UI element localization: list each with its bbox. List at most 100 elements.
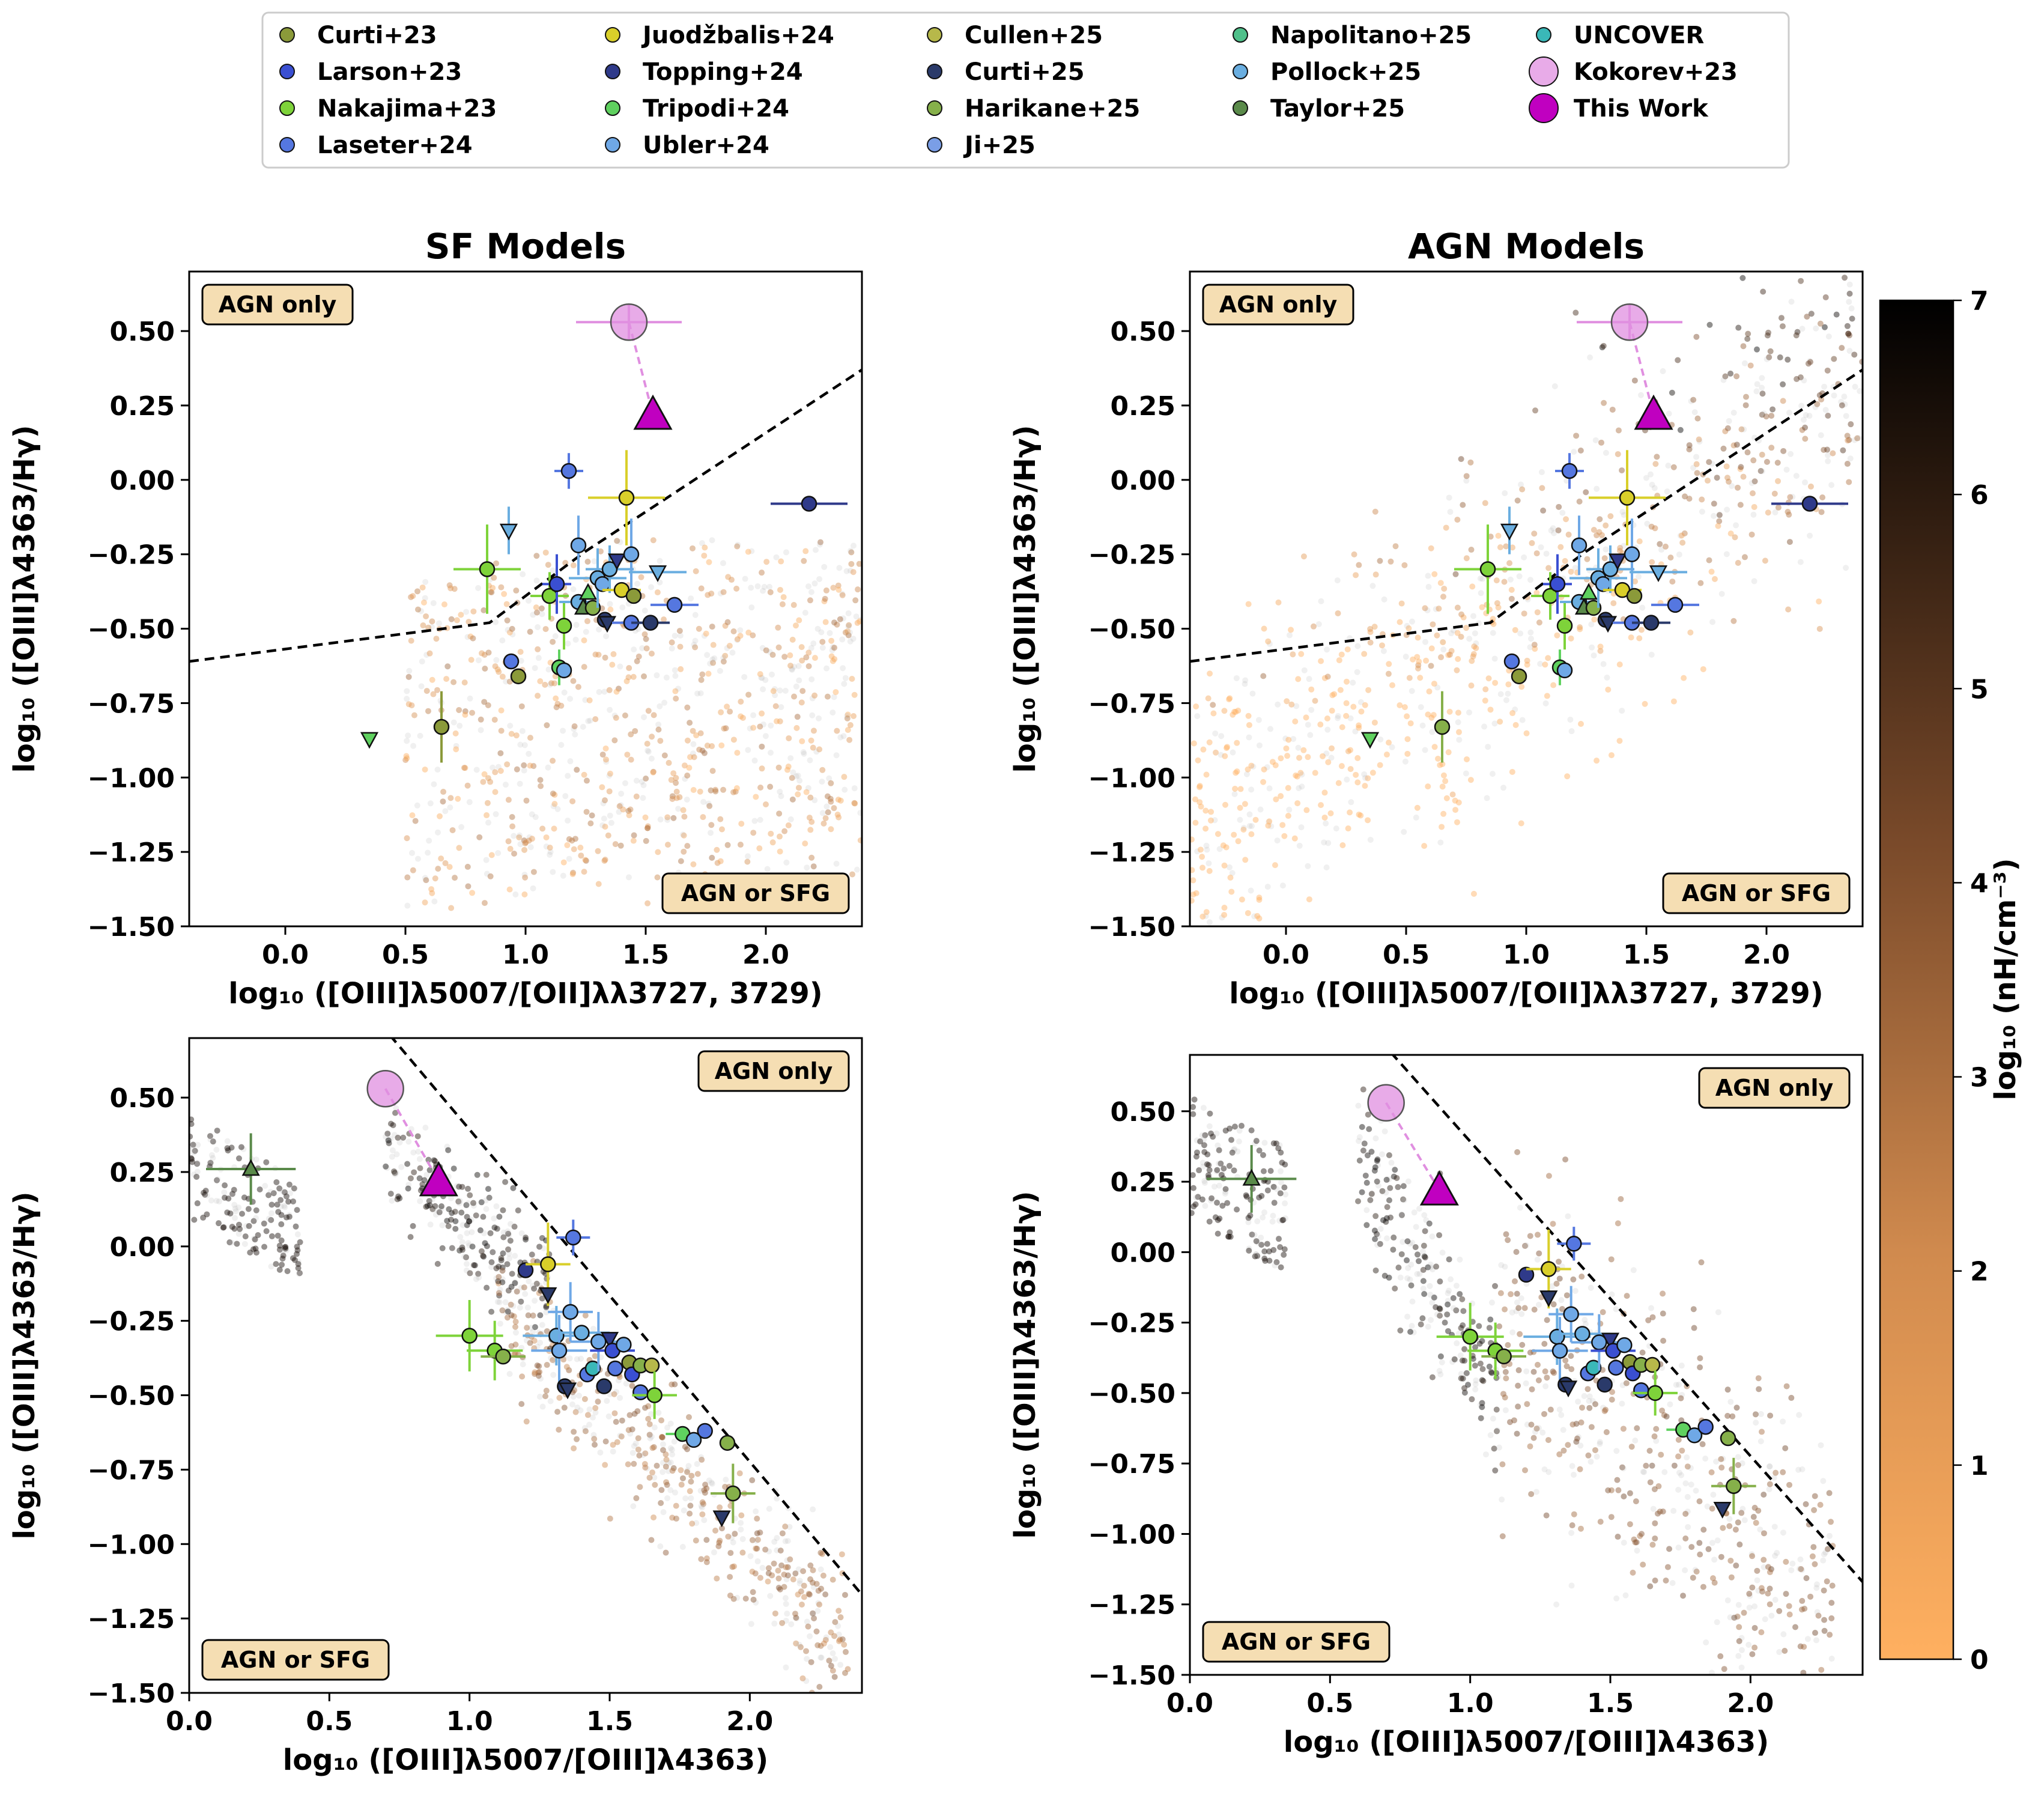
model-point <box>1514 1149 1521 1155</box>
model-point <box>406 667 413 674</box>
model-point <box>1658 547 1665 553</box>
model-point <box>429 890 435 896</box>
model-point <box>201 1189 207 1196</box>
marker-circle <box>548 1328 565 1344</box>
model-point <box>1825 452 1831 458</box>
model-point <box>759 1564 766 1571</box>
model-point <box>737 627 744 634</box>
model-point <box>597 548 604 554</box>
model-point <box>809 1579 816 1586</box>
model-point <box>1514 1299 1520 1306</box>
model-point <box>207 1159 214 1166</box>
model-point <box>807 1576 814 1582</box>
model-point <box>595 848 601 854</box>
model-point <box>521 891 528 898</box>
model-point <box>1688 1481 1694 1488</box>
model-point <box>1609 1291 1615 1298</box>
model-point <box>1246 822 1253 829</box>
model-point <box>1700 666 1706 672</box>
model-point <box>1840 447 1846 454</box>
model-point <box>498 707 505 714</box>
marker-circle <box>596 1378 612 1394</box>
model-point <box>1727 1399 1734 1405</box>
model-point <box>1485 744 1491 750</box>
model-point <box>1481 723 1488 730</box>
model-point <box>456 706 462 713</box>
model-point <box>1421 1253 1428 1260</box>
model-point <box>777 848 783 855</box>
model-point <box>545 666 552 673</box>
observed-points <box>360 450 848 763</box>
model-point <box>738 713 744 720</box>
model-point <box>1205 695 1212 702</box>
model-point <box>709 537 715 544</box>
marker-circle <box>719 1435 736 1451</box>
model-point <box>1648 1305 1654 1311</box>
model-point <box>776 833 783 840</box>
model-point <box>1741 1517 1748 1523</box>
model-point <box>711 655 718 661</box>
model-point <box>681 1507 687 1514</box>
model-point <box>678 858 684 864</box>
model-point <box>1294 773 1300 780</box>
model-point <box>1421 1212 1428 1218</box>
model-point <box>1499 1461 1506 1468</box>
model-point <box>793 724 800 731</box>
model-point <box>250 1218 257 1224</box>
model-point <box>461 1253 468 1260</box>
model-point <box>1524 596 1531 603</box>
model-point <box>1242 677 1249 684</box>
model-point <box>506 1255 513 1262</box>
model-point <box>817 1566 824 1573</box>
model-point <box>444 1218 450 1224</box>
model-point <box>670 1465 677 1471</box>
model-point <box>445 1222 452 1229</box>
model-point <box>817 1642 824 1649</box>
model-point <box>1401 704 1408 711</box>
model-point <box>1231 708 1238 715</box>
model-point <box>1236 1128 1243 1134</box>
model-point <box>661 752 668 759</box>
data-point <box>553 1325 610 1341</box>
model-point <box>1767 1481 1773 1487</box>
model-point <box>775 1567 781 1574</box>
y-tick-label: −1.25 <box>1088 837 1175 868</box>
model-point <box>1261 1248 1268 1255</box>
data-point <box>1598 616 1618 633</box>
model-point <box>1661 1469 1668 1475</box>
model-point <box>829 1650 836 1657</box>
model-point <box>444 1143 450 1150</box>
model-point <box>765 1565 772 1572</box>
model-point <box>213 1197 220 1204</box>
model-point <box>1190 1203 1197 1210</box>
model-point <box>226 1239 233 1246</box>
model-point <box>484 812 490 819</box>
data-point <box>453 524 521 614</box>
model-point <box>1463 756 1470 762</box>
model-point <box>822 619 829 625</box>
model-point <box>1306 896 1312 903</box>
model-point <box>1500 1391 1506 1397</box>
model-point <box>1201 1142 1207 1149</box>
model-point <box>193 1173 200 1180</box>
model-point <box>840 1694 846 1700</box>
model-point <box>693 1537 699 1544</box>
model-point <box>1715 1309 1721 1316</box>
model-point <box>784 767 791 773</box>
model-point <box>646 1421 653 1427</box>
model-point <box>1693 454 1700 460</box>
model-point <box>1608 1514 1615 1520</box>
model-point <box>1254 1218 1261 1224</box>
y-tick-label: 0.25 <box>109 391 175 422</box>
model-point <box>1278 1168 1284 1174</box>
model-point <box>707 660 714 667</box>
model-point <box>1387 1185 1393 1191</box>
model-point <box>642 1464 649 1471</box>
model-point <box>1721 1666 1727 1672</box>
model-point <box>1401 1197 1407 1203</box>
model-point <box>769 652 776 658</box>
model-point <box>828 798 834 805</box>
model-point <box>470 635 476 642</box>
model-point <box>1576 498 1583 505</box>
model-point <box>1284 698 1290 705</box>
